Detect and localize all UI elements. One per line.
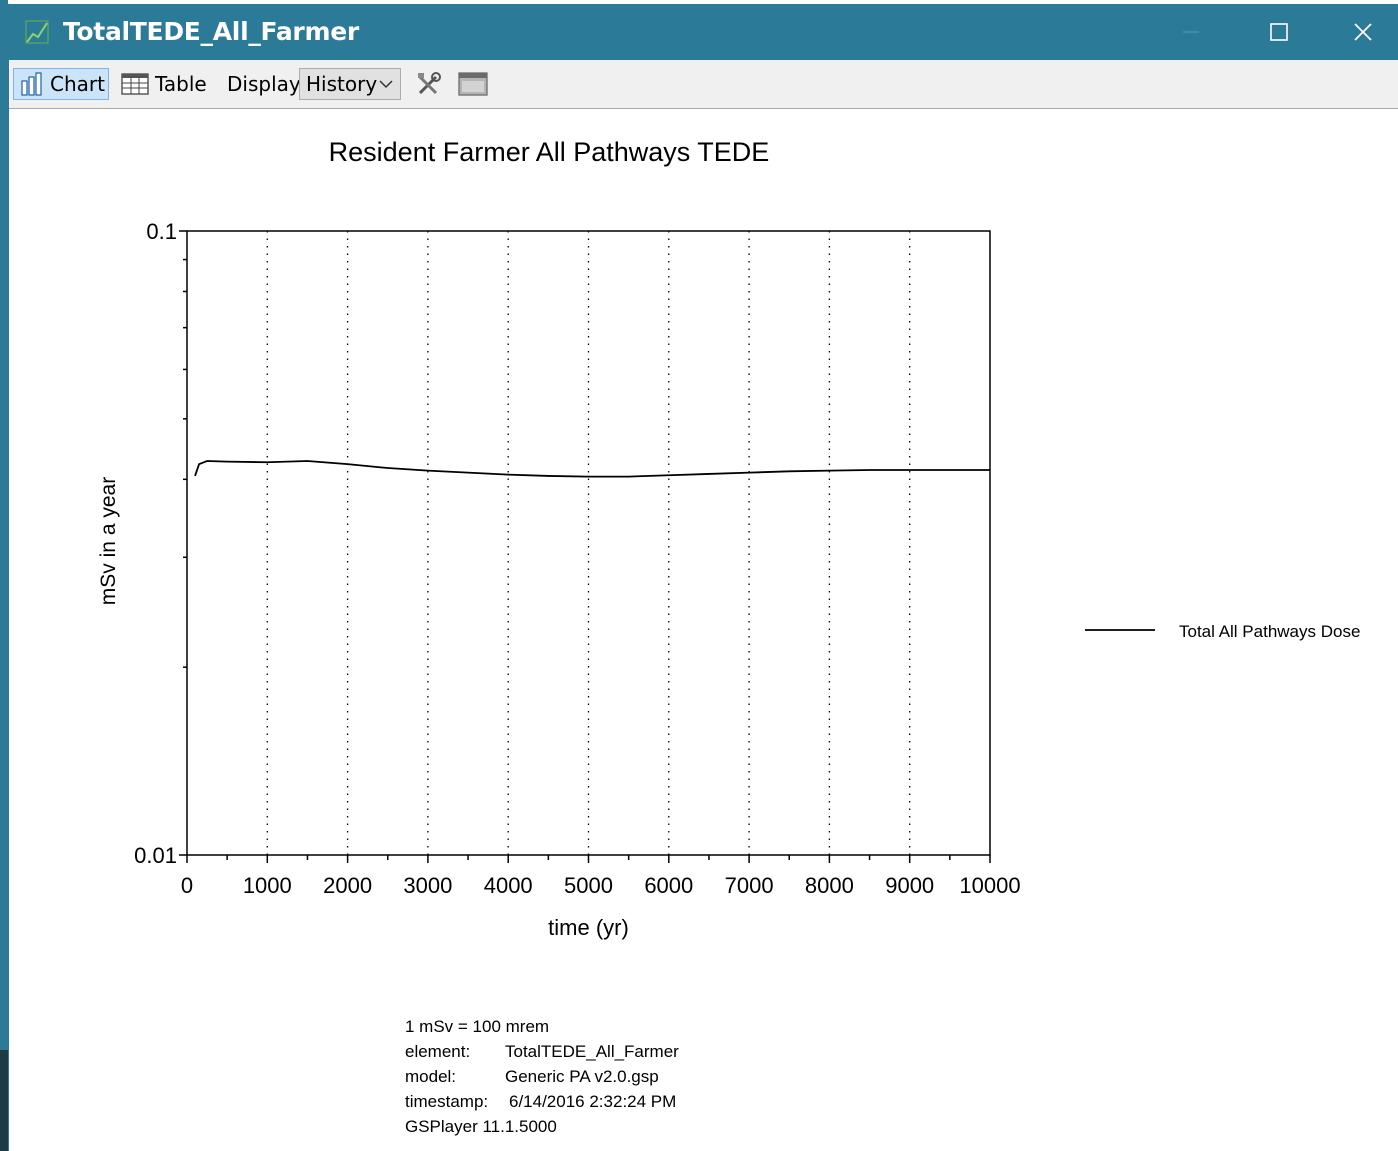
bar-chart-icon xyxy=(21,72,42,96)
x-tick-label: 8000 xyxy=(805,873,854,898)
chart: Resident Farmer All Pathways TEDE 0 1000 20… xyxy=(97,137,1360,940)
x-tick-label: 9000 xyxy=(885,873,934,898)
timestamp-row: timestamp: 6/14/2016 2:32:24 PM xyxy=(405,1089,679,1114)
maximize-button[interactable] xyxy=(1243,4,1315,60)
chart-area: Resident Farmer All Pathways TEDE 0 1000 20… xyxy=(9,109,1398,1151)
close-button[interactable] xyxy=(1327,4,1398,60)
model-row: model: Generic PA v2.0.gsp xyxy=(405,1064,679,1089)
display-select-value: History xyxy=(306,72,378,96)
element-value: TotalTEDE_All_Farmer xyxy=(505,1042,679,1061)
y-tick-label: 0.01 xyxy=(134,843,177,868)
minimize-icon xyxy=(1183,31,1199,33)
timestamp-value: 6/14/2016 2:32:24 PM xyxy=(509,1092,677,1111)
tools-icon xyxy=(418,72,441,95)
x-tick-label: 0 xyxy=(181,873,193,898)
window-icon xyxy=(458,72,488,96)
model-label: model: xyxy=(405,1067,457,1086)
display-label: Display: xyxy=(227,72,307,96)
close-icon xyxy=(1354,23,1372,41)
series-line xyxy=(194,460,990,478)
element-label: element: xyxy=(405,1042,471,1061)
table-tab-button[interactable]: Table xyxy=(119,68,207,100)
chevron-down-icon xyxy=(379,80,393,89)
table-tab-label: Table xyxy=(155,72,207,96)
result-window: TotalTEDE_All_Farmer Chart xyxy=(8,4,1398,1151)
maximize-icon xyxy=(1270,23,1288,41)
chart-info-footer: 1 mSv = 100 mrem element: TotalTEDE_All_… xyxy=(405,1014,679,1139)
x-axis-label: time (yr) xyxy=(548,915,629,940)
window-title: TotalTEDE_All_Farmer xyxy=(63,17,359,46)
x-tick-label: 7000 xyxy=(725,873,774,898)
table-icon xyxy=(121,73,149,95)
minimize-button[interactable] xyxy=(1155,4,1227,60)
chart-title: Resident Farmer All Pathways TEDE xyxy=(329,137,770,167)
desktop-edge-dark xyxy=(0,1050,8,1151)
legend-label: Total All Pathways Dose xyxy=(1179,622,1360,641)
chart-line-icon xyxy=(25,20,49,44)
x-tick-label: 5000 xyxy=(564,873,613,898)
x-tick-label: 2000 xyxy=(323,873,372,898)
timestamp-label: timestamp: xyxy=(405,1092,489,1111)
x-tick-label: 1000 xyxy=(243,873,292,898)
unit-note: 1 mSv = 100 mrem xyxy=(405,1017,550,1036)
y-axis-label: mSv in a year xyxy=(97,477,120,605)
element-row: element: TotalTEDE_All_Farmer xyxy=(405,1039,679,1064)
title-bar[interactable]: TotalTEDE_All_Farmer xyxy=(9,4,1398,60)
window-button[interactable] xyxy=(457,68,489,100)
x-tick-label: 6000 xyxy=(644,873,693,898)
desktop-edge xyxy=(0,0,8,1151)
properties-button[interactable] xyxy=(413,68,445,100)
x-tick-label: 4000 xyxy=(484,873,533,898)
plot-frame xyxy=(186,230,991,856)
display-select[interactable]: History xyxy=(299,68,401,100)
model-value: Generic PA v2.0.gsp xyxy=(505,1067,659,1086)
x-tick-label: 10000 xyxy=(959,873,1020,898)
y-tick-label: 0.1 xyxy=(146,219,177,244)
chart-tab-label: Chart xyxy=(50,72,105,96)
x-tick-label: 3000 xyxy=(403,873,452,898)
version-text: GSPlayer 11.1.5000 xyxy=(405,1117,557,1136)
chart-tab-button[interactable]: Chart xyxy=(13,68,109,100)
toolbar: Chart Table Display: History xyxy=(9,60,1398,109)
